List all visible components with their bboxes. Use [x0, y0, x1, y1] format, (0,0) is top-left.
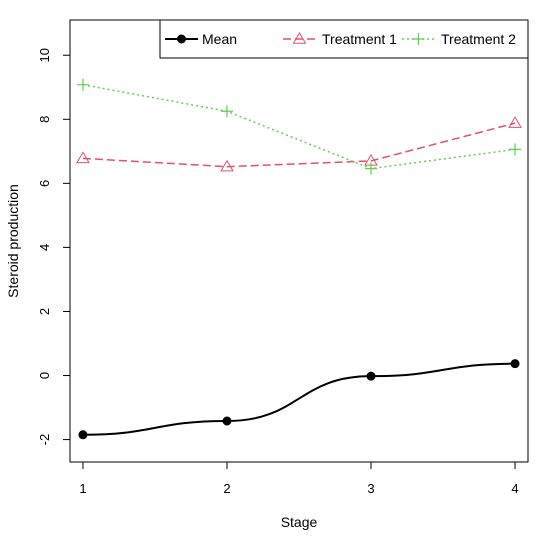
y-tick-label: 10: [37, 48, 52, 62]
y-tick-label: -2: [37, 434, 52, 446]
data-point: [220, 159, 234, 172]
x-axis: 1 2 3 4: [79, 462, 519, 496]
series-mean: [78, 359, 520, 440]
series-treatment-2: [76, 78, 522, 175]
data-point: [78, 430, 88, 440]
legend-item: Treatment 2: [402, 31, 516, 47]
legend: Mean Treatment 1 Treatment 2: [159, 19, 529, 59]
x-tick-label: 1: [79, 481, 86, 496]
legend-label: Mean: [202, 31, 237, 47]
series-line: [82, 122, 516, 168]
y-tick-label: 0: [37, 372, 52, 379]
data-point: [510, 359, 520, 369]
y-tick-label: 6: [37, 180, 52, 187]
legend-marker: [177, 34, 186, 44]
y-tick-label: 8: [37, 116, 52, 123]
y-axis-title: Steroid production: [5, 184, 21, 298]
data-point: [76, 151, 90, 164]
legend-marker: [292, 32, 307, 44]
legend-item: Mean: [165, 31, 237, 47]
data-point: [76, 78, 89, 91]
series-line: [82, 362, 516, 436]
x-tick-label: 2: [223, 481, 230, 496]
data-point: [508, 116, 522, 128]
legend-item: Treatment 1: [283, 31, 397, 47]
y-tick-label: 4: [37, 244, 52, 251]
legend-label: Treatment 1: [322, 31, 397, 47]
legend-label: Treatment 2: [441, 31, 516, 47]
data-point: [509, 143, 522, 156]
legend-marker: [412, 33, 425, 45]
x-axis-title: Stage: [281, 514, 318, 530]
series-layer: [76, 78, 522, 440]
data-point: [365, 162, 378, 175]
series-treatment-1: [76, 116, 522, 172]
series-line: [82, 83, 516, 170]
y-axis: -2 0 2 4 6 8 10: [37, 48, 70, 445]
x-tick-label: 3: [367, 481, 374, 496]
data-point: [222, 416, 232, 426]
x-tick-label: 4: [511, 481, 518, 496]
y-tick-label: 2: [37, 308, 52, 315]
data-point: [220, 105, 233, 118]
legend-box: [159, 19, 529, 59]
plot-frame: [69, 19, 529, 463]
data-point: [366, 371, 376, 381]
